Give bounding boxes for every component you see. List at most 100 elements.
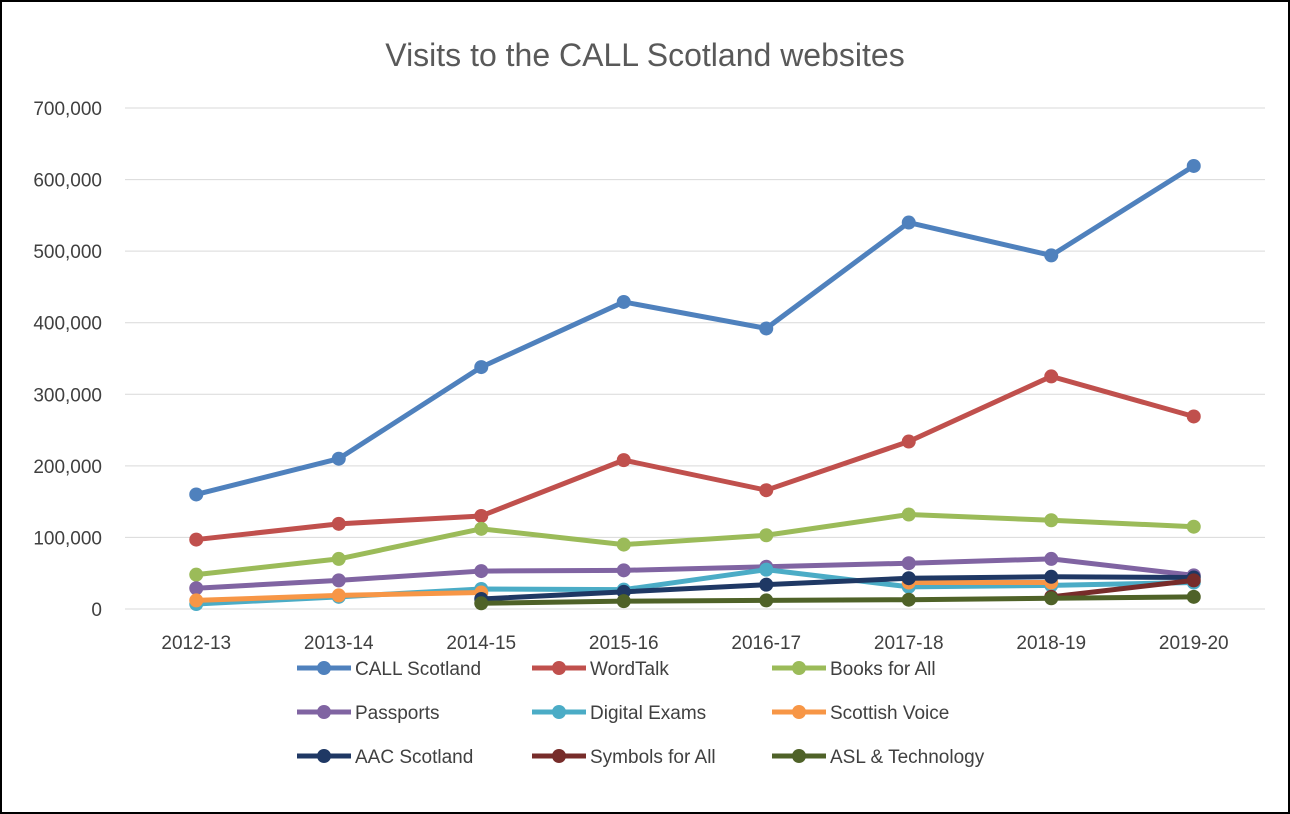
data-point [759,483,774,498]
x-tick-label: 2017-18 [874,633,944,654]
legend-item-asl-technology: ASL & Technology [772,747,985,768]
data-point [331,451,346,466]
data-point [901,215,916,230]
legend-label: AAC Scotland [355,747,473,768]
data-point [616,453,631,468]
y-tick-label: 300,000 [33,385,102,406]
series-line [478,574,1197,602]
data-point [474,521,489,536]
series-line [478,594,1197,606]
series-books-for-all [189,507,1201,582]
data-point [759,321,774,336]
legend-swatch-marker [792,749,806,763]
series-call-scotland [189,158,1201,502]
data-point [189,532,204,547]
data-point [759,577,774,592]
data-point [759,562,774,577]
data-point [189,487,204,502]
legend-label: Scottish Voice [830,703,949,724]
legend-label: Passports [355,703,439,724]
y-tick-label: 500,000 [33,242,102,263]
legend-label: CALL Scotland [355,659,481,680]
data-point [1044,369,1059,384]
data-point [901,434,916,449]
data-point [616,563,631,578]
data-point [1044,513,1059,528]
series-passports [189,551,1201,596]
legend-swatch-marker [317,705,331,719]
y-tick-label: 600,000 [33,171,102,192]
legend-item-symbols-for-all: Symbols for All [532,747,716,768]
chart-title: Visits to the CALL Scotland websites [385,37,904,73]
legend-swatch-marker [552,749,566,763]
series-line [193,163,1197,497]
data-point [901,507,916,522]
x-axis-tick-labels: 2012-13 2013-14 2014-15 2015-16 2016-17 2017-… [161,633,1228,654]
legend-item-wordtalk: WordTalk [532,659,669,680]
data-point [616,294,631,309]
legend-item-books-for-all: Books for All [772,659,936,680]
legend-label: Symbols for All [590,747,716,768]
data-point [759,528,774,543]
y-tick-label: 400,000 [33,314,102,335]
legend-swatch-marker [792,705,806,719]
data-point [616,537,631,552]
legend-label: Digital Exams [590,703,706,724]
x-tick-label: 2012-13 [161,633,231,654]
data-point [189,581,204,596]
series-lines [189,158,1201,611]
legend: CALL Scotland WordTalk Books for All Passpo… [297,659,985,768]
data-point [331,573,346,588]
x-tick-label: 2018-19 [1016,633,1086,654]
legend-swatch-marker [552,661,566,675]
data-point [901,571,916,586]
legend-item-call-scotland: CALL Scotland [297,659,481,680]
data-point [331,551,346,566]
series-line [193,373,1197,543]
legend-swatch-marker [792,661,806,675]
y-tick-label: 200,000 [33,457,102,478]
series-line [1048,577,1197,600]
y-axis-tick-labels: 0 100,000 200,000 300,000 400,000 500,000 600,… [33,99,102,621]
data-point [1186,589,1201,604]
data-point [1186,573,1201,588]
data-point [474,360,489,375]
data-point [474,596,489,611]
y-tick-label: 700,000 [33,99,102,120]
legend-label: ASL & Technology [830,747,985,768]
x-tick-label: 2015-16 [589,633,659,654]
series-asl-technology [474,589,1201,611]
data-point [474,564,489,579]
x-tick-label: 2013-14 [304,633,374,654]
y-tick-label: 0 [91,600,102,621]
legend-item-passports: Passports [297,703,439,724]
data-point [1044,248,1059,263]
legend-label: Books for All [830,659,936,680]
series-wordtalk [189,369,1201,547]
x-tick-label: 2014-15 [446,633,516,654]
legend-item-digital-exams: Digital Exams [532,703,706,724]
data-point [759,593,774,608]
legend-swatch-marker [317,749,331,763]
data-point [1186,409,1201,424]
data-point [331,588,346,603]
series-line [193,556,1197,591]
legend-item-aac-scotland: AAC Scotland [297,747,473,768]
data-point [901,556,916,571]
data-point [189,567,204,582]
legend-item-scottish-voice: Scottish Voice [772,703,949,724]
x-tick-label: 2016-17 [731,633,801,654]
legend-swatch-marker [552,705,566,719]
x-tick-label: 2019-20 [1159,633,1229,654]
data-point [1044,569,1059,584]
data-point [901,592,916,607]
legend-swatch-marker [317,661,331,675]
data-point [616,594,631,609]
data-point [331,516,346,531]
gridlines [125,107,1265,610]
data-point [1044,551,1059,566]
data-point [1186,519,1201,534]
y-tick-label: 100,000 [33,528,102,549]
